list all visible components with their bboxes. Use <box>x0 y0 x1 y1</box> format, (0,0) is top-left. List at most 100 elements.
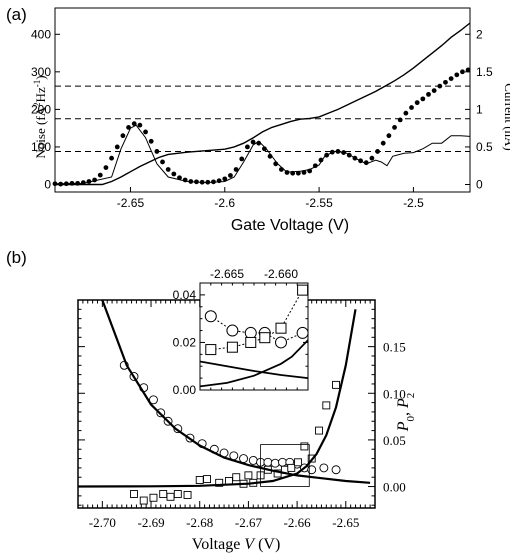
panel-a-noise-dot <box>437 84 442 89</box>
panel-a-noise-dot <box>64 181 69 186</box>
panel-a-xtick-label-3: -2.5 <box>403 196 424 210</box>
panel-a-noise-dot <box>353 156 358 161</box>
panel-b-xtick-label-4: -2.66 <box>284 515 312 530</box>
panel-a-noise-dot <box>251 140 256 145</box>
panel-a-noise-dot <box>409 105 414 110</box>
panel-a-ytick-right-label-0: 0 <box>476 177 483 191</box>
panel-a-noise-dot <box>245 145 250 150</box>
panel-a-noise-dot <box>262 146 267 151</box>
panel-a-noise-dot <box>256 141 261 146</box>
panel-a-noise-dot <box>87 179 92 184</box>
inset-xtick-label-1: -2.660 <box>264 267 298 281</box>
panel-a-noise-dot <box>109 156 114 161</box>
panel-a-label: (a) <box>6 5 27 24</box>
panel-a-noise-dot <box>217 178 222 183</box>
panel-b-square-point <box>184 491 191 498</box>
panel-b-circle-point <box>332 466 340 474</box>
panel-a-noise-dot <box>70 181 75 186</box>
panel-a-noise-dot <box>324 153 329 158</box>
panel-a-noise-dot <box>115 145 120 150</box>
inset-ytick-label-0: 0.00 <box>173 383 197 397</box>
inset-square-point <box>246 337 256 347</box>
panel-a-noise-dot <box>160 160 165 165</box>
panel-b-circle-point <box>278 458 286 466</box>
inset-square-point <box>227 342 237 352</box>
panel-b-square-point <box>174 491 181 498</box>
panel-a-noise-dot <box>132 121 137 126</box>
panel-a-noise-dot <box>228 173 233 178</box>
panel-a-noise-dot <box>460 69 465 74</box>
panel-a-noise-dot <box>166 167 171 172</box>
inset-square-point <box>276 323 286 333</box>
panel-b-ylabel: P0, P2 <box>395 393 417 433</box>
panel-a-ytick-left-label-0: 0 <box>44 177 51 191</box>
panel-a-xtick-label-0: -2.65 <box>117 196 145 210</box>
panel-b-ytick-label-0: 0.00 <box>383 480 406 495</box>
panel-a-noise-dot <box>81 180 86 185</box>
panel-b-xtick-label-5: -2.65 <box>332 515 359 530</box>
panel-b-circle-point <box>320 464 328 472</box>
panel-b-square-point <box>204 476 211 483</box>
panel-b-square-point <box>150 494 157 501</box>
panel-b-square-point <box>160 491 167 498</box>
panel-a-noise-dot <box>375 149 380 154</box>
panel-a-noise-dot <box>121 133 126 138</box>
panel-a-noise-dot <box>398 118 403 123</box>
panel-a-noise-dot <box>239 157 244 162</box>
panel-a-noise-dot <box>234 167 239 172</box>
panel-b-circle-point <box>240 455 248 463</box>
panel-a-xtick-label-2: -2.55 <box>305 196 333 210</box>
panel-b-ytick-label-1: 0.05 <box>383 433 406 448</box>
panel-a-xlabel: Gate Voltage (V) <box>231 217 349 234</box>
panel-a-noise-dot <box>268 154 273 159</box>
panel-b-square-point <box>301 443 308 450</box>
panel-b-xtick-label-2: -2.68 <box>186 515 213 530</box>
panel-b-square-point <box>288 464 295 471</box>
panel-a-noise-dot <box>392 125 397 130</box>
panel-a-noise-dot <box>449 76 454 81</box>
panel-b-circle-point <box>230 452 238 460</box>
panel-a-noise-dot <box>171 172 176 177</box>
panel-a-noise-dot <box>415 100 420 105</box>
panel-a-noise-dot <box>279 167 284 172</box>
panel-b-square-point <box>333 381 340 388</box>
panel-a-noise-dot <box>188 179 193 184</box>
panel-b-xtick-label-3: -2.67 <box>235 515 263 530</box>
inset-xtick-label-0: -2.665 <box>210 267 244 281</box>
panel-a-ylabel-right: Current (nA) <box>502 83 510 151</box>
panel-a-noise-dot <box>319 158 324 163</box>
inset-ytick-label-2: 0.04 <box>173 288 197 302</box>
panel-b-circle-point <box>271 459 279 467</box>
panel-b-ytick-label-3: 0.15 <box>383 340 406 355</box>
panel-a-noise-dot <box>194 179 199 184</box>
panel-a-noise-dot <box>432 88 437 93</box>
panel-b-circle-point <box>249 456 257 464</box>
panel-a-noise-dot <box>126 125 131 130</box>
panel-b-label: (b) <box>6 248 27 267</box>
panel-a-noise-dot <box>420 96 425 101</box>
panel-b-square-point <box>130 491 137 498</box>
panel-a-noise-dot <box>273 161 278 166</box>
panel-a-noise-dot <box>211 179 216 184</box>
panel-a-noise-dot <box>426 92 431 97</box>
panel-b-xlabel: Voltage V (V) <box>192 536 281 553</box>
inset-circle-point <box>227 325 238 336</box>
panel-b-circle-point <box>264 458 272 466</box>
panel-a-noise-dot <box>370 156 375 161</box>
panel-a-noise-dot <box>364 160 369 165</box>
panel-b-square-point <box>140 497 147 504</box>
inset-circle-point <box>297 327 308 338</box>
panel-a-noise-dot <box>403 111 408 116</box>
panel-a-noise-dot <box>313 163 318 168</box>
panel-a-noise-dot <box>154 149 159 154</box>
panel-a-noise-thin-line <box>55 125 470 184</box>
panel-a-noise-dot <box>302 170 307 175</box>
panel-a-ylabel-left: Noise (fA2Hz-1) <box>32 75 48 158</box>
panel-a-noise-dot <box>137 123 142 128</box>
panel-a-ytick-right-label-3: 1.5 <box>476 65 493 79</box>
panel-a-noise-dot <box>290 171 295 176</box>
panel-a-noise-dot <box>358 158 363 163</box>
panel-b-square-point <box>196 477 203 484</box>
panel-b-square-point <box>316 427 323 434</box>
inset-square-point <box>206 345 216 355</box>
